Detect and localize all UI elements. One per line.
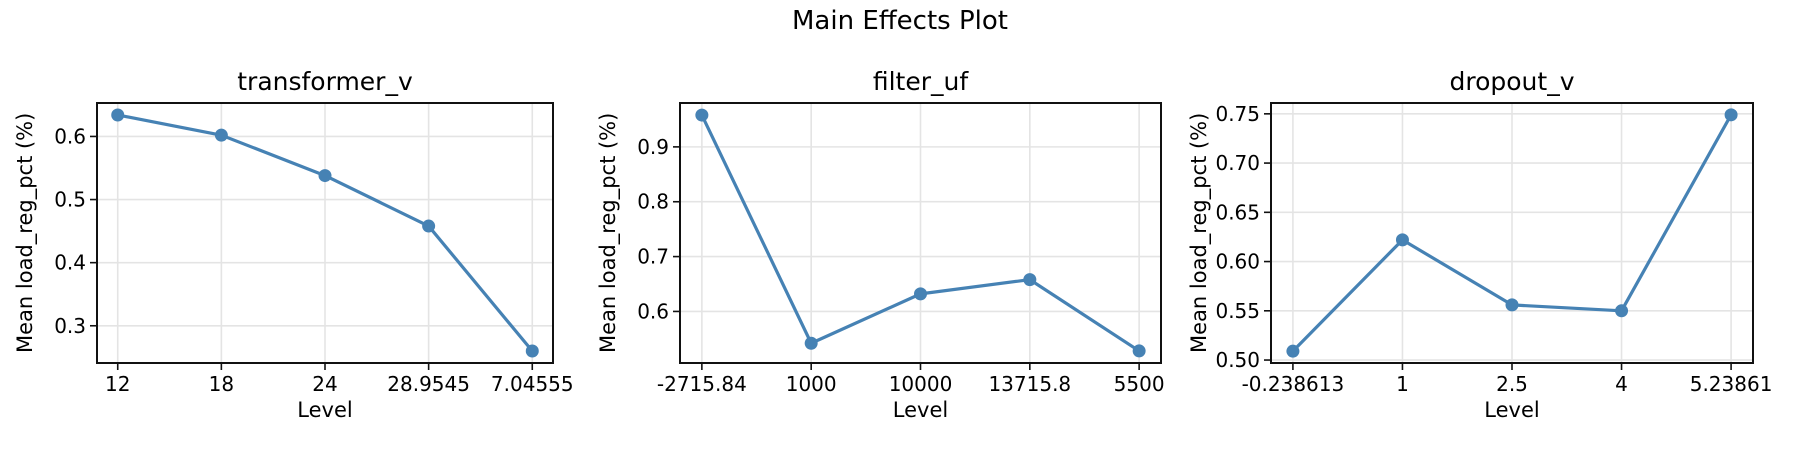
data-point (914, 287, 927, 301)
data-point (1615, 304, 1629, 318)
data-point (318, 169, 332, 183)
x-axis-label: Level (1484, 398, 1540, 422)
x-tick-label: -2715.84 (657, 372, 747, 396)
x-tick-label: -0.238613 (1242, 372, 1345, 396)
x-tick-label: 2.5 (1496, 372, 1528, 396)
x-tick-label: 1000 (786, 372, 837, 396)
x-tick-label: 28.9545 (387, 372, 470, 396)
plot-area: -2715.84 1000 10000 13715.8 5500 0.6 0.7 0.8 0.9 (637, 102, 1165, 396)
data-point (422, 219, 436, 233)
x-tick-label: 18 (209, 372, 234, 396)
subplot-title: filter_uf (872, 67, 969, 96)
data-point (214, 128, 228, 142)
x-tick-label: 24 (312, 372, 337, 396)
y-tick-label: 0.55 (1215, 299, 1260, 323)
x-tick-label: 5500 (1114, 372, 1165, 396)
plot-area: -0.238613 1 2.5 4 5.23861 0.50 0.55 0.60 0.65 0.7… (1215, 102, 1772, 396)
data-point (1132, 344, 1146, 358)
y-tick-label: 0.7 (637, 245, 669, 269)
y-tick-label: 0.8 (637, 190, 669, 214)
x-tick-label: 13715.8 (988, 372, 1071, 396)
plot-area: 12 18 24 28.9545 7.04555 0.3 0.4 0.5 0.6 (54, 102, 574, 396)
y-tick-label: 0.70 (1215, 151, 1260, 175)
subplot-title: dropout_v (1449, 67, 1575, 96)
data-point (695, 108, 709, 122)
x-tick-label: 12 (105, 372, 130, 396)
x-tick-label: 5.23861 (1690, 372, 1773, 396)
data-point (1395, 233, 1409, 247)
data-point (1023, 273, 1037, 287)
x-axis-label: Level (297, 398, 353, 422)
data-point (1286, 344, 1300, 358)
data-point (525, 344, 539, 358)
x-tick-label: 4 (1615, 372, 1628, 396)
x-tick-label: 1 (1396, 372, 1409, 396)
y-tick-label: 0.6 (54, 124, 86, 148)
x-tick-label: 7.04555 (491, 372, 574, 396)
data-point (111, 108, 125, 122)
y-tick-label: 0.4 (54, 251, 86, 275)
data-point (1724, 108, 1738, 122)
y-tick-label: 0.3 (54, 314, 86, 338)
subplot-title: transformer_v (237, 67, 413, 96)
y-tick-label: 0.75 (1215, 102, 1260, 126)
x-tick-label: 10000 (889, 372, 953, 396)
data-point (804, 336, 818, 350)
figure-title: Main Effects Plot (792, 6, 1008, 36)
y-tick-label: 0.50 (1215, 348, 1260, 372)
y-tick-label: 0.65 (1215, 200, 1260, 224)
data-point (1505, 298, 1519, 312)
y-tick-label: 0.5 (54, 188, 86, 212)
y-tick-label: 0.60 (1215, 250, 1260, 274)
x-axis-label: Level (892, 398, 949, 422)
y-tick-label: 0.9 (637, 135, 669, 159)
y-tick-label: 0.6 (637, 299, 669, 323)
